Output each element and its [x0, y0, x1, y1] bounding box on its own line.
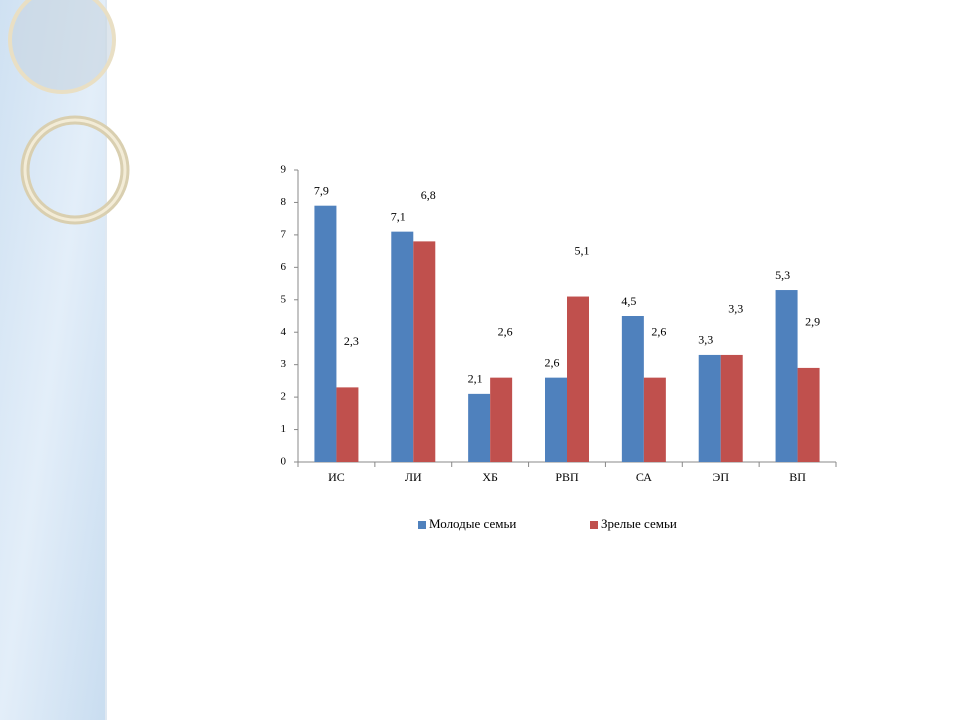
bar [643, 377, 666, 462]
legend-swatch [590, 521, 598, 529]
bar [413, 241, 436, 462]
chart: 0 1 2 3 4 5 6 7 8 9 ИС 7,9 2,3 ЛИ 7,1 6,8 ХБ 2,1 2,6 РВП 2,6… [281, 164, 837, 531]
y-tick-label: 5 [281, 293, 287, 305]
value-label: 4,5 [621, 294, 636, 308]
value-label: 2,9 [805, 315, 820, 329]
value-label: 2,6 [651, 324, 666, 338]
value-label: 2,6 [498, 324, 513, 338]
y-tick-label: 4 [281, 326, 287, 338]
bar [391, 231, 414, 462]
bar [797, 367, 820, 462]
y-tick-label: 7 [281, 228, 287, 240]
x-tick-label: ВП [789, 470, 806, 484]
value-label: 3,3 [728, 302, 743, 316]
decor-strip [0, 0, 130, 720]
x-tick-label: СА [636, 470, 652, 484]
value-label: 5,3 [775, 268, 790, 282]
value-label: 3,3 [698, 333, 713, 347]
y-tick-label: 6 [281, 261, 287, 273]
legend-label: Молодые семьи [429, 516, 516, 531]
bar [468, 393, 491, 462]
value-label: 7,1 [391, 209, 406, 223]
value-label: 7,9 [314, 183, 329, 197]
x-tick-label: ЛИ [405, 470, 422, 484]
legend-swatch [418, 521, 426, 529]
value-label: 6,8 [421, 188, 436, 202]
bar [698, 354, 721, 462]
x-tick-label: ХБ [482, 470, 498, 484]
bar [314, 205, 337, 462]
value-label: 2,3 [344, 334, 359, 348]
legend-label: Зрелые семьи [601, 516, 677, 531]
x-tick-label: РВП [555, 470, 579, 484]
bar [336, 387, 359, 462]
value-label: 2,6 [545, 355, 560, 369]
x-tick-label: ИС [328, 470, 345, 484]
bar [567, 296, 589, 462]
bar [490, 377, 513, 462]
x-tick-label: ЭП [712, 470, 729, 484]
value-label: 5,1 [575, 243, 590, 257]
y-tick-label: 0 [281, 456, 287, 468]
bar [545, 377, 567, 462]
y-tick-label: 2 [281, 391, 287, 403]
value-label: 2,1 [468, 372, 483, 386]
bar [775, 290, 798, 462]
y-tick-label: 1 [281, 423, 287, 435]
bar [720, 354, 743, 462]
y-tick-label: 3 [281, 358, 287, 370]
y-tick-label: 9 [281, 164, 287, 176]
y-tick-label: 8 [281, 196, 287, 208]
bar [621, 316, 644, 462]
